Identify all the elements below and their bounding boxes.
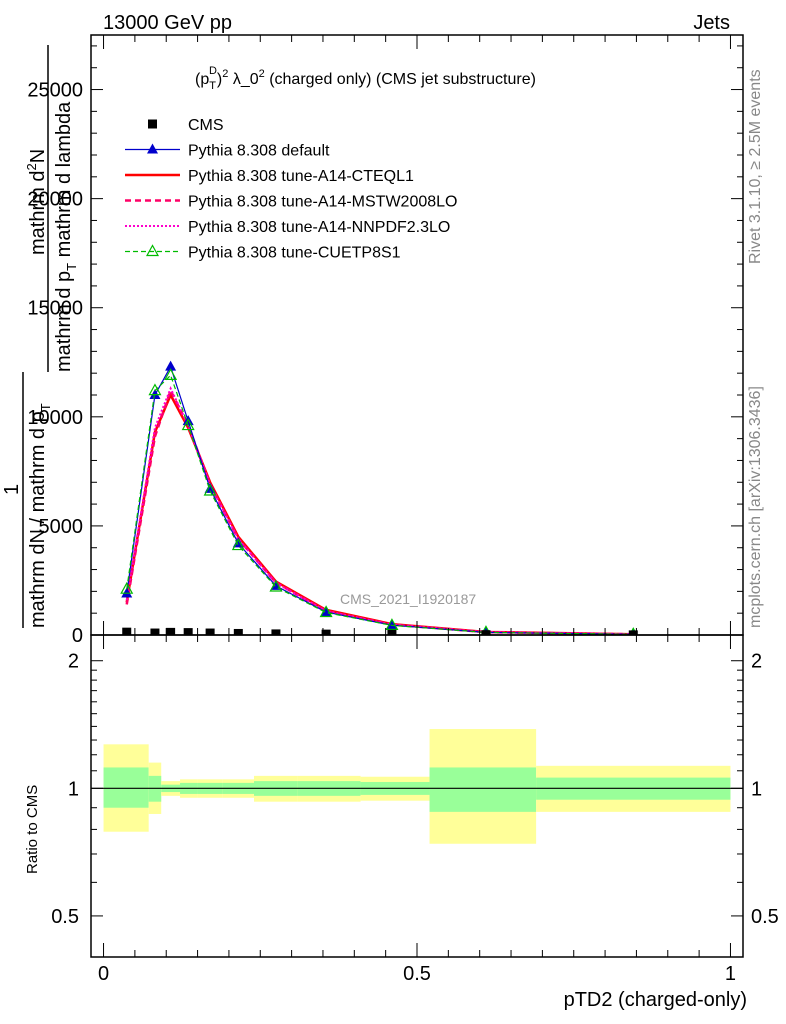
legend-item-cms: CMS [148,117,224,134]
legend-swatch-marker [145,244,160,257]
legend-item-nnpdf: Pythia 8.308 tune-A14-NNPDF2.3LO [125,219,450,236]
ylabel-prefactor-den: mathrm dN / mathrm d pT [27,403,53,628]
main-ytick-label: 0 [72,625,83,647]
data-point-cms [321,629,331,635]
ratio-ytick-label: 2 [68,651,79,673]
ratio-band-inner [103,767,149,808]
data-point-default [165,360,177,371]
ylabel-denominator: mathrm d pT mathrm d lambda [53,101,79,372]
legend-label: Pythia 8.308 tune-CUETP8S1 [188,245,401,262]
legend-item-mstw: Pythia 8.308 tune-A14-MSTW2008LO [125,194,457,211]
legend-label: Pythia 8.308 default [188,143,330,160]
data-point-cms [122,627,132,635]
legend-swatch-marker [148,119,157,129]
legend-label: Pythia 8.308 tune-A14-NNPDF2.3LO [188,219,450,236]
energy-label: 13000 GeV pp [103,12,232,34]
data-point-cuetp8s1 [269,579,283,592]
ratio-xlabel: pTD2 (charged-only) [564,989,747,1011]
legend-item-default: Pythia 8.308 default [125,143,330,160]
data-point-cuetp8s1 [148,383,162,396]
legend-label: Pythia 8.308 tune-A14-CTEQL1 [188,168,414,185]
data-point-default [270,579,282,590]
watermark: CMS_2021_I1920187 [340,591,476,607]
ratio-xtick-label: 0 [98,963,109,985]
plot-title: (pTD)2 λ_02 (charged only) (CMS jet subs… [195,65,536,92]
data-point-default [149,389,161,399]
series-line-cuetp8s1 [126,374,634,635]
main-ytick-label: 25000 [27,80,83,102]
legend-label: CMS [188,117,224,134]
legend-swatch-marker [147,143,158,154]
legend: CMS Pythia 8.308 default Pythia 8.308 tune… [125,117,457,262]
data-point-cms [166,627,176,635]
main-ytick-label: 10000 [27,407,83,429]
data-point-cuetp8s1 [385,618,399,631]
data-point-default [121,587,133,598]
data-point-cms [271,629,281,635]
legend-label: Pythia 8.308 tune-A14-MSTW2008LO [188,194,457,211]
data-point-cuetp8s1 [164,368,178,380]
ratio-xtick-label: 0.5 [403,963,431,985]
ratio-ytick-label: 1 [68,778,79,800]
data-point-cms [205,628,215,635]
category-label: Jets [693,12,730,34]
main-ytick-label: 20000 [27,189,83,211]
title-rest1: λ_0 [228,71,258,88]
ratio-plot: 0.5 0.5 1 1 2 2 0 0.5 1 Ratio to CMS pTD2 (char… [24,634,779,1011]
data-point-default [386,619,398,630]
data-point-cuetp8s1 [120,581,134,594]
title-sup2: 2 [222,68,228,80]
data-point-cuetp8s1 [203,483,217,496]
ratio-ylabel: Ratio to CMS [24,785,41,874]
ratio-ytick-label-right: 0.5 [751,906,779,928]
title-mid: ) [217,71,222,88]
data-point-cms [628,630,638,635]
data-point-cms [481,630,491,635]
title-sub: T [209,80,216,92]
ratio-ytick-label-right: 2 [751,651,762,673]
ratio-ytick-label: 0.5 [51,906,79,928]
main-ytick-label: 15000 [27,298,83,320]
ylabel-numerator: mathrm d2N [24,149,49,255]
data-point-cuetp8s1 [319,605,333,618]
title-open: (p [195,71,209,88]
title-sup: D [209,65,217,77]
legend-item-cuetp8s1: Pythia 8.308 tune-CUETP8S1 [125,244,401,262]
ratio-xtick-label: 1 [725,963,736,985]
ylabel-prefactor: 1 [1,484,23,495]
ratio-ytick-label-right: 1 [751,778,762,800]
data-point-cuetp8s1 [181,418,195,431]
mcplots-label: mcplots.cern.ch [arXiv:1306.3436] [747,386,764,628]
data-point-cms [233,628,243,635]
main-plot: CMS_2021_I1920187 0 5000 10000 15000 20000 25… [27,34,744,647]
data-point-cms [150,628,160,635]
data-point-cuetp8s1 [231,538,245,551]
ratio-band-inner [429,767,537,812]
data-point-cms [183,628,193,635]
main-ylabel: mathrm d2N mathrm d pT mathrm d lambda 1… [1,45,79,628]
main-ytick-label: 5000 [39,516,84,538]
title-rest2: (charged only) (CMS jet substructure) [265,71,536,88]
legend-item-cteql1: Pythia 8.308 tune-A14-CTEQL1 [125,168,414,185]
title-sup3: 2 [259,68,265,80]
data-point-cms [387,629,397,635]
rivet-label: Rivet 3.1.10, ≥ 2.5M events [747,69,764,264]
